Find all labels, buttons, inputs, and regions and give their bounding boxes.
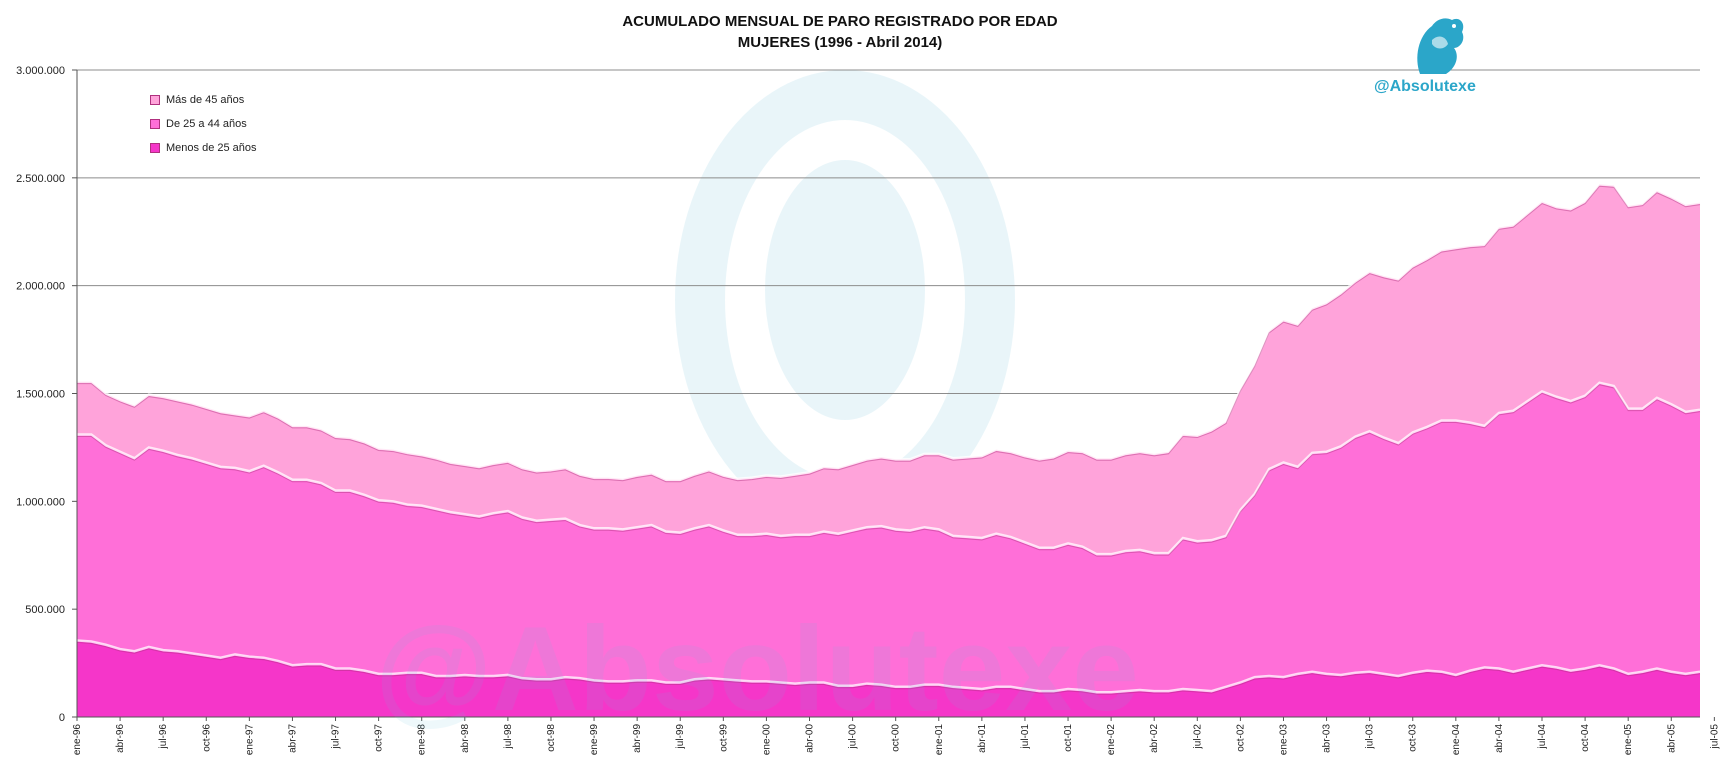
x-tick-label: ene-98 — [417, 724, 428, 756]
chart-subtitle: MUJERES (1996 - Abril 2014) — [737, 34, 943, 51]
x-tick-label: jul-05 — [1709, 724, 1720, 750]
area-de25a44 — [77, 382, 1700, 693]
x-tick-label: abr-03 — [1322, 724, 1333, 753]
x-tick-label: abr-01 — [977, 724, 988, 753]
x-tick-label: jul-96 — [158, 724, 169, 750]
legend-item-menos25: Menos de 25 años — [150, 136, 257, 160]
y-tick-label: 1.500.000 — [16, 389, 65, 401]
x-tick-label: abr-04 — [1494, 724, 1505, 753]
x-tick-label: jul-00 — [848, 724, 859, 750]
brand-watermark-text: @Absolutexe — [375, 602, 1139, 736]
x-tick-label: abr-05 — [1666, 724, 1677, 753]
legend-swatch-de25a44 — [150, 119, 160, 129]
area-de25a44-shadow — [77, 384, 1701, 557]
x-tick-label: oct-03 — [1408, 724, 1419, 752]
x-tick-label: oct-01 — [1063, 724, 1074, 752]
x-tick-label: oct-02 — [1235, 724, 1246, 752]
y-tick-label: 500.000 — [25, 604, 65, 616]
x-tick-label: jul-04 — [1537, 724, 1548, 750]
x-tick-label: jul-98 — [503, 724, 514, 750]
x-tick-label: oct-04 — [1580, 724, 1591, 752]
area-de25a44-edge — [77, 381, 1701, 556]
x-tick-label: ene-04 — [1451, 724, 1462, 756]
x-tick-label: ene-02 — [1106, 724, 1117, 756]
y-tick-label: 2.500.000 — [16, 173, 65, 185]
x-tick-label: jul-97 — [331, 724, 342, 750]
chart-title: ACUMULADO MENSUAL DE PARO REGISTRADO POR… — [622, 13, 1058, 30]
x-tick-label: ene-97 — [244, 724, 255, 756]
y-tick-label: 1.000.000 — [16, 496, 65, 508]
x-tick-label: oct-97 — [374, 724, 385, 752]
y-tick-label: 3.000.000 — [16, 65, 65, 77]
legend-swatch-menos25 — [150, 143, 160, 153]
x-tick-label: oct-99 — [718, 724, 729, 752]
brand-handle: @Absolutexe — [1374, 78, 1476, 95]
x-tick-label: ene-96 — [72, 724, 83, 756]
x-tick-label: jul-02 — [1192, 724, 1203, 750]
griffin-logo-icon — [1417, 18, 1464, 74]
x-tick-label: abr-97 — [287, 724, 298, 753]
x-tick-label: abr-00 — [805, 724, 816, 753]
x-tick-label: ene-03 — [1278, 724, 1289, 756]
x-tick-label: abr-02 — [1149, 724, 1160, 753]
y-tick-label: 2.000.000 — [16, 281, 65, 293]
legend-label-mas45: Más de 45 años — [166, 94, 245, 106]
area-mas45-edge — [77, 183, 1701, 482]
legend-swatch-mas45 — [150, 95, 160, 105]
legend-label-menos25: Menos de 25 años — [166, 142, 257, 154]
legend-item-mas45: Más de 45 años — [150, 88, 257, 112]
x-tick-label: ene-99 — [589, 724, 600, 756]
legend-label-de25a44: De 25 a 44 años — [166, 118, 247, 130]
x-tick-label: abr-96 — [115, 724, 126, 753]
area-mas45-shadow — [77, 185, 1701, 483]
legend-item-de25a44: De 25 a 44 años — [150, 112, 257, 136]
x-tick-label: jul-01 — [1020, 724, 1031, 750]
x-tick-label: oct-00 — [891, 724, 902, 752]
area-menos25 — [77, 640, 1700, 717]
x-tick-label: ene-05 — [1623, 724, 1634, 756]
area-menos25-edge — [76, 639, 1701, 694]
x-tick-label: oct-96 — [201, 724, 212, 752]
x-tick-label: abr-99 — [632, 724, 643, 753]
x-tick-label: ene-01 — [934, 724, 945, 756]
x-tick-label: abr-98 — [460, 724, 471, 753]
area-mas45 — [77, 184, 1700, 555]
x-tick-label: ene-00 — [761, 724, 772, 756]
x-tick-label: oct-98 — [546, 724, 557, 752]
area-menos25-shadow — [76, 641, 1701, 695]
y-tick-label: 0 — [59, 712, 65, 724]
x-tick-label: jul-99 — [675, 724, 686, 750]
griffin-watermark-icon — [675, 70, 1015, 530]
x-tick-label: jul-03 — [1365, 724, 1376, 750]
chart-legend: Más de 45 años De 25 a 44 años Menos de … — [150, 88, 257, 160]
